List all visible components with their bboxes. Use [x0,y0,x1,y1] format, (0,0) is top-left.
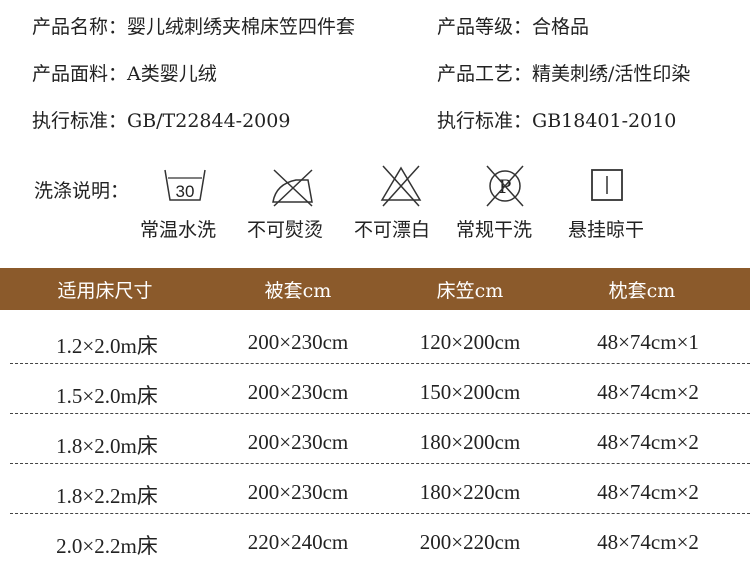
table-cell: 1.5×2.0m床 [56,384,158,408]
header-duvet-cover: 被套cm [264,280,332,302]
table-cell: 120×200cm [419,330,521,354]
label: 执行标准： [437,110,533,132]
no-bleach-icon [380,165,422,207]
row-divider [10,363,750,364]
wash-instructions-label: 洗涤说明： [34,180,130,202]
product-standard-2: 执行标准：GB18401-2010 [437,106,676,133]
table-row: 1.5×2.0m床 200×230cm 150×200cm 48×74cm×2 [0,368,750,418]
product-fabric: 产品面料：A类婴儿绒 [32,59,217,86]
label: 产品面料： [32,63,128,85]
wash-30-icon: 30 [164,169,206,201]
no-iron-icon [272,169,313,207]
header-fitted-sheet: 床笠cm [436,280,504,302]
row-divider [10,463,750,464]
table-cell: 200×220cm [419,530,521,554]
label: 执行标准： [32,110,128,132]
table-cell: 200×230cm [247,380,349,404]
table-row: 1.8×2.2m床 200×230cm 180×220cm 48×74cm×2 [0,468,750,518]
table-cell: 2.0×2.2m床 [56,534,158,558]
value: 合格品 [532,16,590,38]
table-cell: 220×240cm [247,530,349,554]
value: GB18401-2010 [532,110,677,132]
table-cell: 180×220cm [419,480,521,504]
table-cell: 200×230cm [247,330,349,354]
row-divider [10,513,750,514]
product-craft: 产品工艺：精美刺绣/活性印染 [437,59,690,86]
table-cell: 1.8×2.0m床 [56,434,158,458]
value: 精美刺绣/活性印染 [532,63,691,85]
table-row: 1.2×2.0m床 200×230cm 120×200cm 48×74cm×1 [0,318,750,368]
header-pillowcase: 枕套cm [608,280,676,302]
table-cell: 1.8×2.2m床 [56,484,158,508]
label: 产品等级： [437,16,533,38]
no-dryclean-icon: P [486,165,524,207]
wash-label-dry-clean: 常规干洗 [456,219,533,241]
product-grade: 产品等级：合格品 [437,12,589,39]
label: 产品名称： [32,16,128,38]
wash-label-no-bleach: 不可漂白 [354,219,431,241]
table-cell: 48×74cm×2 [597,430,699,454]
svg-text:30: 30 [176,182,195,201]
value: 婴儿绒刺绣夹棉床笠四件套 [127,16,356,38]
value: GB/T22844-2009 [127,110,291,132]
table-cell: 180×200cm [419,430,521,454]
table-cell: 150×200cm [419,380,521,404]
table-cell: 200×230cm [247,430,349,454]
hang-dry-icon [591,169,623,201]
wash-label-no-iron: 不可熨烫 [247,219,324,241]
header-bed-size: 适用床尺寸 [57,280,153,302]
wash-label-normal-wash: 常温水洗 [140,219,217,241]
table-row: 1.8×2.0m床 200×230cm 180×200cm 48×74cm×2 [0,418,750,468]
row-divider [10,413,750,414]
value: A类婴儿绒 [127,63,217,85]
size-table-header: 适用床尺寸 被套cm 床笠cm 枕套cm [0,268,750,310]
table-cell: 1.2×2.0m床 [56,334,158,358]
table-cell: 48×74cm×2 [597,480,699,504]
table-cell: 48×74cm×2 [597,380,699,404]
label: 产品工艺： [437,63,533,85]
table-cell: 48×74cm×2 [597,530,699,554]
table-cell: 48×74cm×1 [597,330,699,354]
wash-label-hang-dry: 悬挂晾干 [568,219,645,241]
table-cell: 200×230cm [247,480,349,504]
table-row: 2.0×2.2m床 220×240cm 200×220cm 48×74cm×2 [0,518,750,568]
product-name: 产品名称：婴儿绒刺绣夹棉床笠四件套 [32,12,355,39]
product-standard: 执行标准：GB/T22844-2009 [32,106,290,133]
